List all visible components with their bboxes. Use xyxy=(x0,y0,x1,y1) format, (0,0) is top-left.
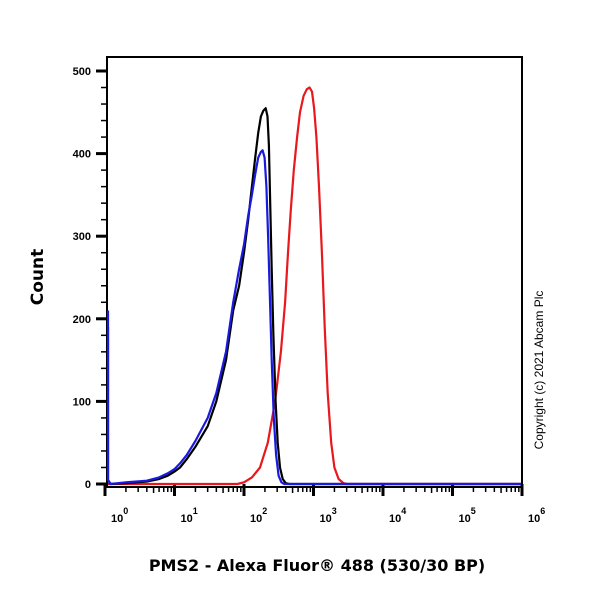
x-tick-label: 104 xyxy=(389,506,406,525)
x-tick-label: 102 xyxy=(250,506,267,525)
y-axis-label: Count xyxy=(28,249,48,306)
y-tick-label: 100 xyxy=(73,396,91,408)
series-layer xyxy=(106,86,521,486)
plot-frame xyxy=(106,56,523,488)
series-blue-curve xyxy=(106,149,521,486)
x-axis: 100 101 102 103 104 105 106 xyxy=(103,484,545,525)
y-axis: 0 100 200 300 400 500 xyxy=(73,66,107,491)
series-red-curve xyxy=(108,86,521,486)
y-tick-label: 500 xyxy=(73,66,91,78)
x-tick-label: 106 xyxy=(528,506,545,525)
x-axis-label: PMS2 - Alexa Fluor® 488 (530/30 BP) xyxy=(149,556,485,575)
y-tick-label: 400 xyxy=(73,149,91,161)
y-tick-label: 300 xyxy=(73,231,91,243)
x-tick-label: 105 xyxy=(459,506,476,525)
x-tick-label: 101 xyxy=(181,506,198,525)
copyright-notice: Copyright (c) 2021 Abcam Plc xyxy=(532,291,546,450)
x-tick-label: 100 xyxy=(111,506,128,525)
x-tick-label: 103 xyxy=(320,506,337,525)
y-tick-label: 200 xyxy=(73,314,91,326)
y-tick-label: 0 xyxy=(85,479,91,491)
